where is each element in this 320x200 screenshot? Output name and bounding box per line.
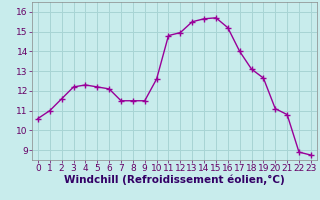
X-axis label: Windchill (Refroidissement éolien,°C): Windchill (Refroidissement éolien,°C)	[64, 175, 285, 185]
